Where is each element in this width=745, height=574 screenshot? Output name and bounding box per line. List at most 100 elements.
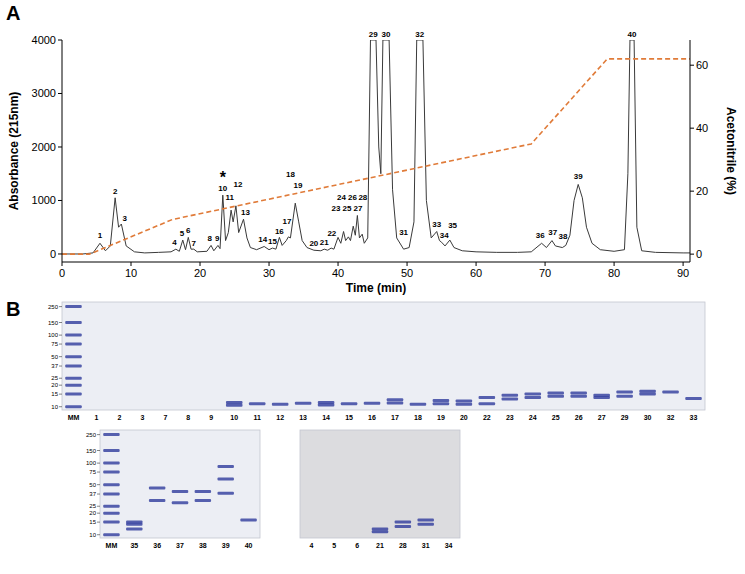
band bbox=[217, 477, 233, 480]
x-axis-title: Time (min) bbox=[346, 281, 406, 295]
lane-label: 3 bbox=[140, 414, 144, 421]
band bbox=[103, 449, 119, 452]
y-tick bbox=[58, 40, 62, 41]
lane-label: MM bbox=[106, 542, 118, 549]
peak-label: 35 bbox=[448, 221, 457, 230]
marker-label: 75 bbox=[51, 341, 58, 347]
band bbox=[547, 392, 564, 395]
marker-label: 37 bbox=[89, 491, 96, 497]
gel-frame bbox=[300, 430, 460, 538]
lane-label: 21 bbox=[376, 542, 384, 549]
band bbox=[639, 390, 656, 393]
marker-tick bbox=[97, 522, 100, 523]
band bbox=[272, 403, 289, 406]
marker-tick bbox=[59, 385, 62, 386]
x-tick bbox=[200, 262, 201, 266]
band bbox=[593, 396, 610, 399]
marker-tick bbox=[59, 378, 62, 379]
band bbox=[226, 404, 243, 407]
peak-label: 14 bbox=[258, 235, 267, 244]
peak-label: 4 bbox=[172, 238, 177, 247]
lane-label: 38 bbox=[199, 542, 207, 549]
gel-lanes bbox=[65, 305, 702, 408]
peak-label: 25 bbox=[343, 204, 352, 213]
band bbox=[217, 465, 233, 468]
lane-label: 19 bbox=[437, 414, 445, 421]
x-tick bbox=[407, 262, 408, 266]
lane-label: 30 bbox=[644, 414, 652, 421]
peak-label: 40 bbox=[628, 30, 637, 39]
peak-label: 26 bbox=[348, 193, 357, 202]
y2-tick-label: 0 bbox=[696, 248, 702, 260]
band bbox=[65, 355, 82, 358]
lane-label: 5 bbox=[332, 542, 336, 549]
peak-label: 11 bbox=[225, 193, 234, 202]
marker-tick bbox=[59, 335, 62, 336]
marker-tick bbox=[97, 513, 100, 514]
y-tick bbox=[58, 200, 62, 201]
marker-label: 75 bbox=[89, 469, 96, 475]
x-tick-label: 50 bbox=[401, 267, 413, 279]
lane-label: 12 bbox=[276, 414, 284, 421]
peak-label: 38 bbox=[559, 232, 568, 241]
lane-label: 8 bbox=[186, 414, 190, 421]
x-tick bbox=[683, 262, 684, 266]
band bbox=[103, 512, 119, 515]
marker-label: 25 bbox=[51, 375, 58, 381]
gel-frame bbox=[100, 430, 260, 538]
figure: 0102030405060708090010002000300040000204… bbox=[0, 0, 745, 574]
marker-label: 250 bbox=[48, 304, 59, 310]
y-tick-label: 4000 bbox=[32, 34, 56, 46]
band bbox=[525, 393, 542, 396]
band bbox=[433, 402, 450, 405]
band bbox=[417, 519, 433, 522]
lane-label: 37 bbox=[176, 542, 184, 549]
band bbox=[616, 391, 633, 394]
peak-label: 33 bbox=[432, 220, 441, 229]
band bbox=[103, 493, 119, 496]
y2-tick bbox=[690, 254, 694, 255]
lane-label: 4 bbox=[309, 542, 313, 549]
band bbox=[103, 533, 119, 536]
x-tick bbox=[131, 262, 132, 266]
peak-label: 22 bbox=[327, 229, 336, 238]
x-tick bbox=[476, 262, 477, 266]
marker-tick bbox=[59, 306, 62, 307]
y2-tick bbox=[690, 191, 694, 192]
peak-marker: * bbox=[220, 169, 227, 186]
peak-label: 6 bbox=[186, 226, 191, 235]
x-tick-label: 70 bbox=[539, 267, 551, 279]
band bbox=[65, 393, 82, 396]
band bbox=[65, 365, 82, 368]
x-tick-label: 40 bbox=[332, 267, 344, 279]
band bbox=[195, 490, 211, 493]
x-tick-label: 80 bbox=[608, 267, 620, 279]
lane-label: 32 bbox=[667, 414, 675, 421]
marker-label: 15 bbox=[51, 391, 58, 397]
band bbox=[195, 499, 211, 502]
lane-label: 23 bbox=[506, 414, 514, 421]
marker-label: 20 bbox=[51, 382, 58, 388]
peak-label: 24 bbox=[337, 193, 346, 202]
peak-label: 7 bbox=[192, 239, 197, 248]
lane-label: 20 bbox=[460, 414, 468, 421]
peak-label: 28 bbox=[358, 193, 367, 202]
band bbox=[395, 521, 411, 524]
band bbox=[364, 402, 381, 405]
peak-label: 32 bbox=[415, 30, 424, 39]
band bbox=[126, 523, 142, 526]
lane-label: 10 bbox=[230, 414, 238, 421]
band bbox=[395, 525, 411, 528]
band bbox=[616, 395, 633, 398]
band bbox=[547, 395, 564, 398]
band bbox=[639, 393, 656, 396]
lane-label: 1 bbox=[94, 414, 98, 421]
peak-label: 18 bbox=[286, 170, 295, 179]
band bbox=[126, 528, 142, 531]
band bbox=[570, 392, 587, 395]
panel-letter: A bbox=[6, 2, 20, 24]
y-tick bbox=[58, 146, 62, 147]
band bbox=[433, 399, 450, 402]
peak-label: 21 bbox=[320, 238, 329, 247]
band bbox=[65, 334, 82, 337]
